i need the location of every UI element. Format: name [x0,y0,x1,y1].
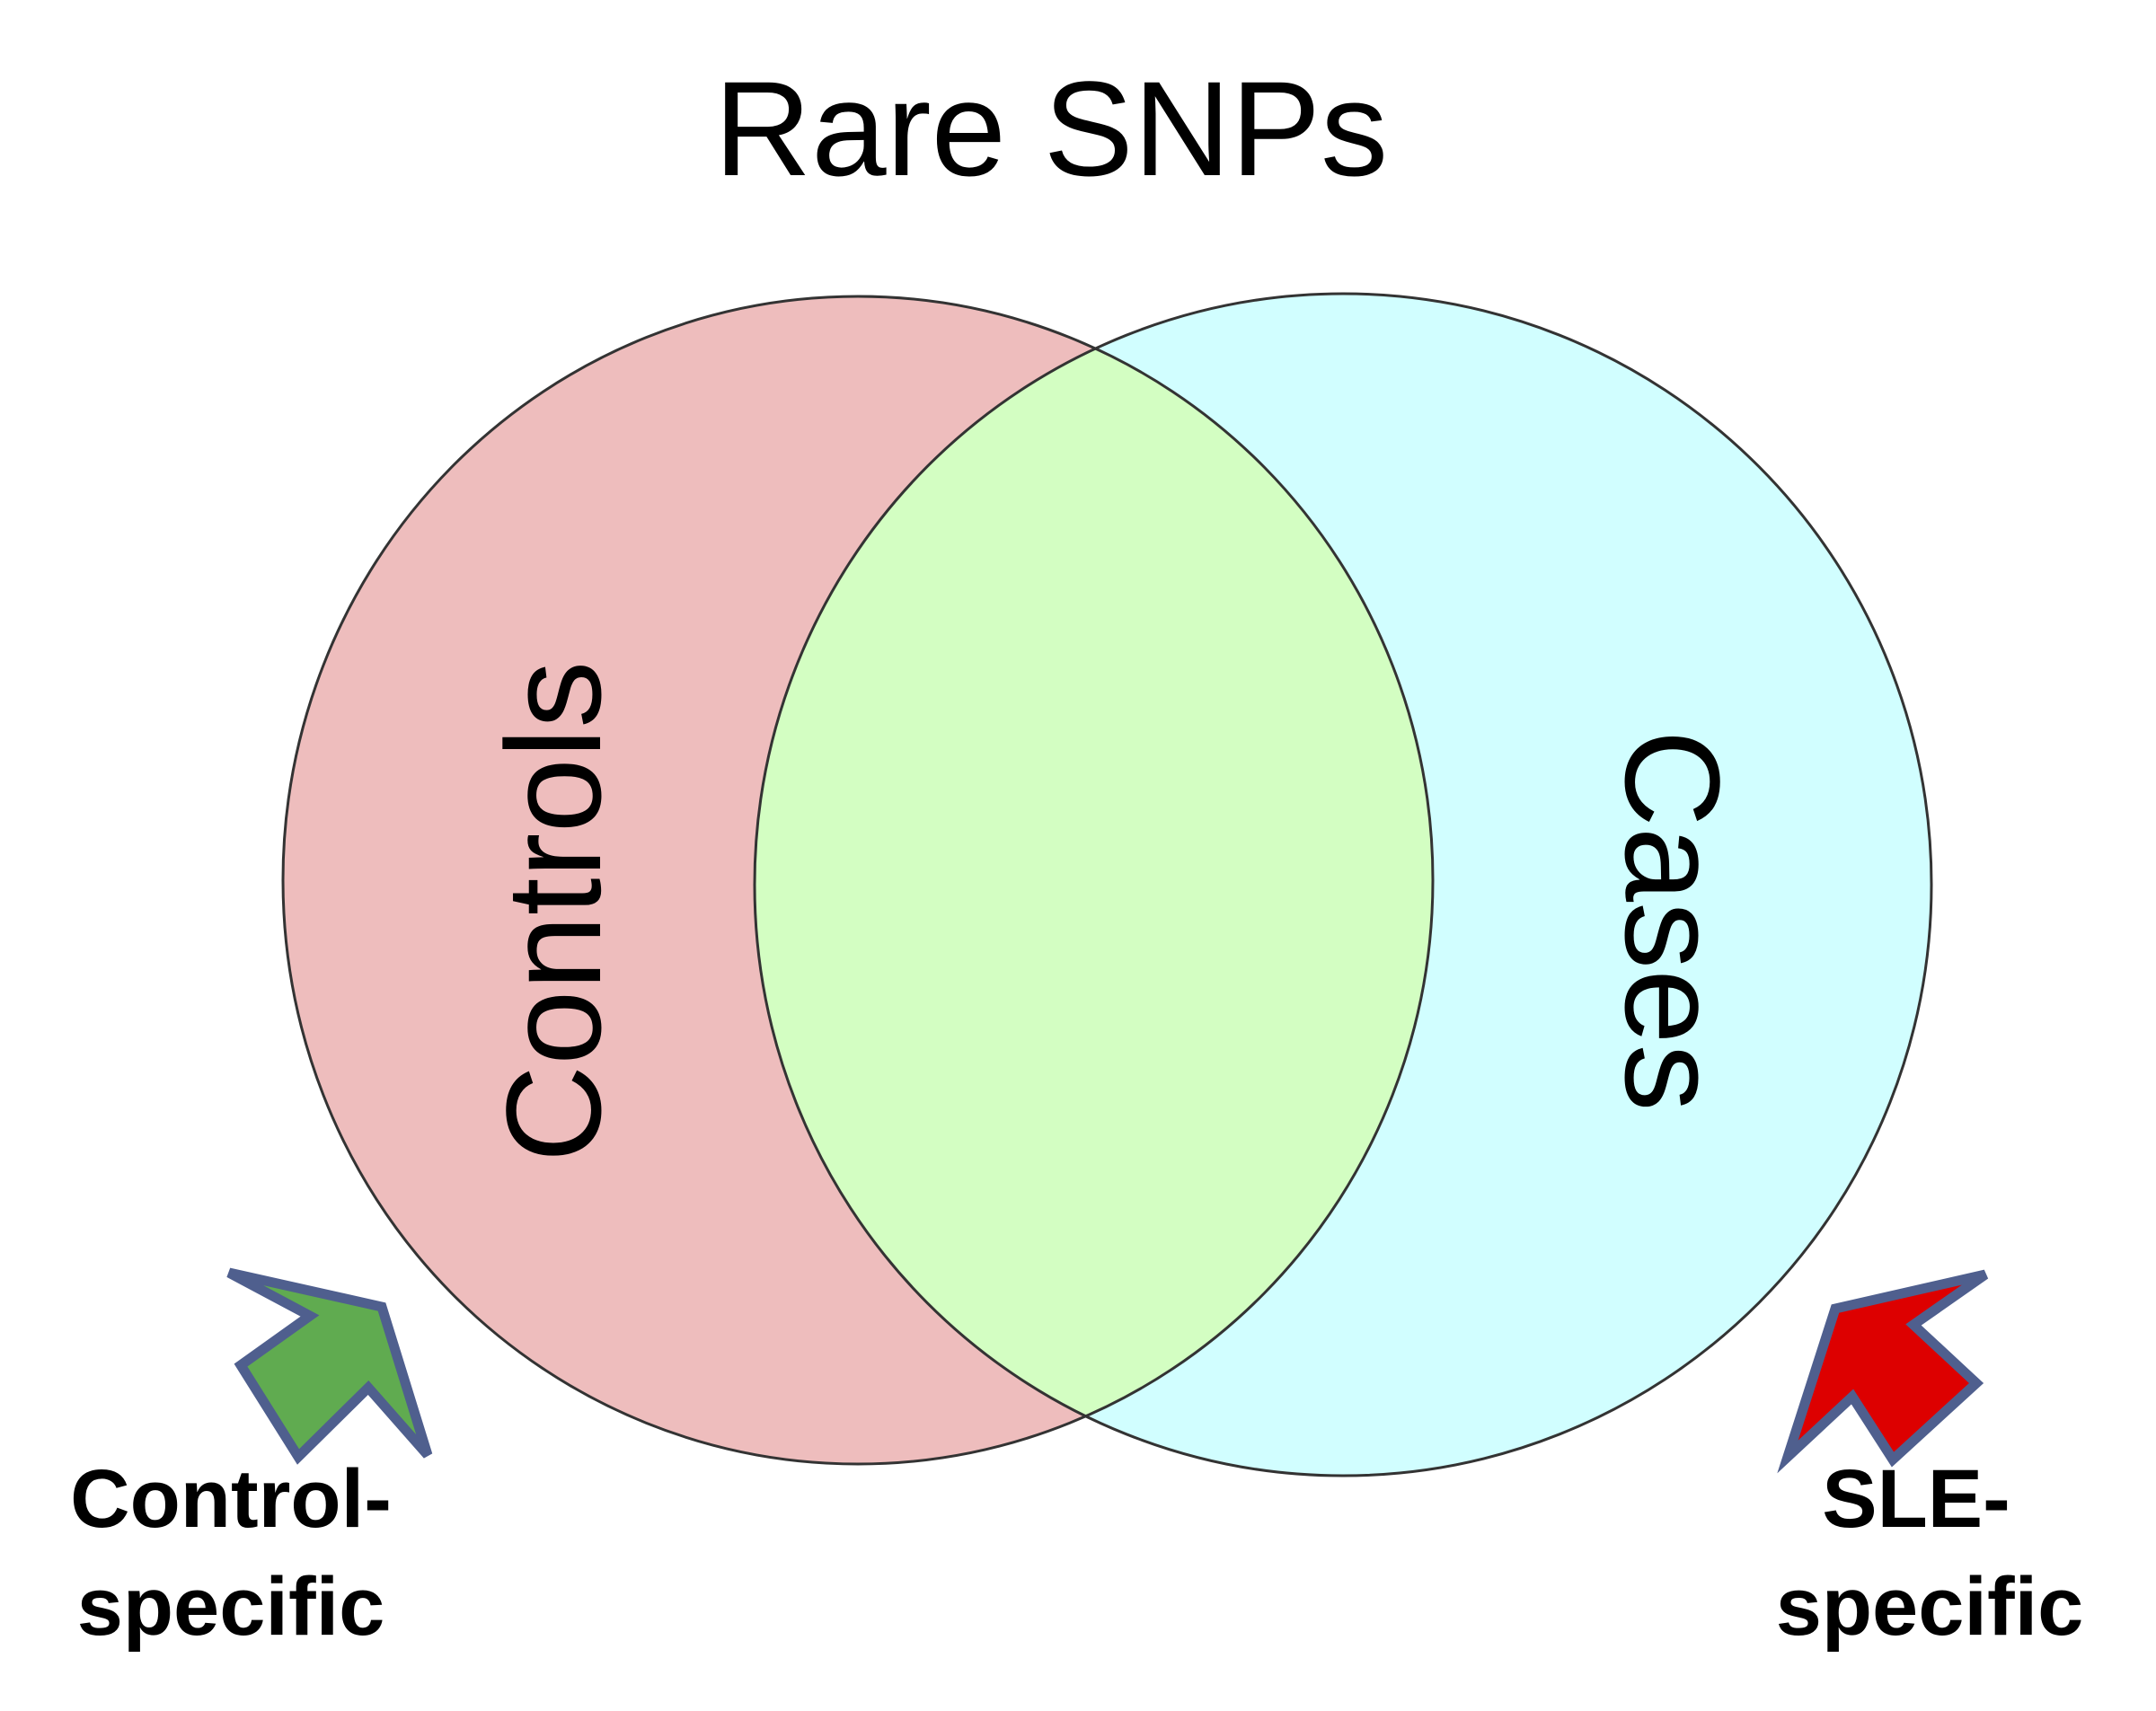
control-specific-label-line2: specific [77,1561,385,1653]
control-specific-label-line1: Control- [70,1453,392,1545]
sle-specific-label-line1: SLE- [1822,1453,2010,1545]
control-specific-arrow-icon [226,1267,433,1465]
controls-label: Controls [478,661,629,1163]
cases-label: Cases [1597,729,1748,1111]
sle-specific-label-line2: specific [1776,1561,2084,1653]
overlap-region [755,296,1433,1464]
sle-specific-arrow-icon [1777,1269,1989,1474]
diagram-title: Rare SNPs [714,53,1388,204]
controls-circle-outline [281,295,1435,1466]
cases-circle-outline [753,292,1933,1477]
